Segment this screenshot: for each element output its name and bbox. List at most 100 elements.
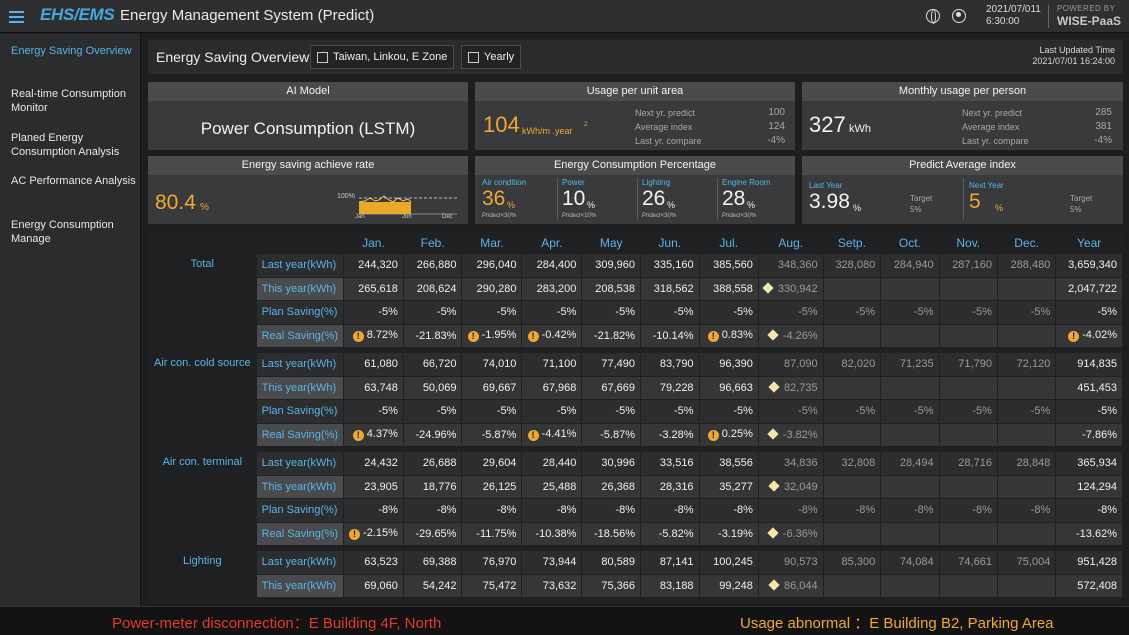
table-cell: 335,160	[640, 254, 699, 277]
row-label[interactable]: This year(kWh)	[256, 376, 344, 399]
cell-value: 66,720	[422, 358, 457, 371]
last-year-label: Last Year	[809, 181, 843, 190]
cell-value: 26,125	[482, 480, 517, 493]
menu-icon[interactable]	[0, 0, 33, 33]
table-header-row: Jan. Feb. Mar. Apr. May Jun. Jul. Aug. Setp. Oct.…	[149, 232, 1122, 253]
column-header: Year	[1077, 235, 1102, 250]
warning-icon: !	[352, 430, 364, 442]
category-note: Pridect<30%	[482, 213, 517, 219]
x-label-jan: Jan	[355, 214, 365, 220]
last-year-value: 3.98	[809, 190, 850, 213]
table-cell	[997, 475, 1056, 498]
divider	[557, 178, 558, 220]
sidebar: Energy Saving Overview Real-time Consump…	[0, 34, 141, 606]
row-label[interactable]: Real Saving(%)	[256, 522, 344, 545]
table-cell: 24,432	[344, 452, 403, 475]
table-cell: 309,960	[582, 254, 640, 277]
sidebar-item-realtime-monitor[interactable]: Real-time Consumption Monitor	[11, 88, 126, 114]
cell-value: -8%	[914, 504, 934, 517]
cell-value: -5%	[378, 306, 398, 319]
table-cell: -8%	[582, 499, 640, 522]
sidebar-item-energy-saving-overview[interactable]: Energy Saving Overview	[11, 45, 132, 57]
cell-value: 73,632	[542, 579, 577, 592]
cell-value: -10.38%	[535, 527, 577, 540]
table-cell	[823, 277, 881, 300]
table-cell: 63,523	[344, 551, 403, 574]
table-cell: 61,080	[344, 353, 403, 376]
cell-value: -3.82%	[782, 428, 818, 441]
cell-value: 451,453	[1077, 381, 1117, 394]
row-label[interactable]: This year(kWh)	[256, 277, 344, 300]
table-cell: 69,388	[403, 551, 462, 574]
cell-value: 287,160	[952, 259, 992, 272]
cell-value: 284,400	[536, 259, 577, 272]
cell-value: 32,049	[784, 480, 818, 493]
user-icon[interactable]	[952, 9, 966, 23]
table-cell: 287,160	[939, 254, 997, 277]
label-header	[257, 232, 343, 253]
row-label[interactable]: This year(kWh)	[256, 574, 344, 597]
sidebar-item-consumption-manage[interactable]: Energy Consumption Manage	[11, 219, 114, 245]
metric-label: Last yr. compare	[962, 136, 1029, 146]
table-cell: 79,228	[640, 376, 699, 399]
cell-value: -5%	[615, 405, 635, 418]
table-cell: 318,562	[640, 277, 699, 300]
table-cell	[823, 423, 881, 446]
row-label[interactable]: Plan Saving(%)	[256, 400, 344, 423]
category-label: Power	[562, 178, 585, 187]
cell-value: 244,320	[358, 259, 398, 272]
location-selector[interactable]: Taiwan, Linkou, E Zone	[310, 45, 455, 69]
globe-icon[interactable]	[926, 9, 940, 24]
cell-value: -5%	[855, 405, 876, 418]
table-cell: -5%	[522, 301, 582, 324]
cell-value: 266,880	[416, 259, 457, 272]
alert-disconnection[interactable]: Power-meter disconnection：E Building 4F,…	[112, 615, 442, 632]
table-cell: 71,100	[522, 353, 582, 376]
table-cell: 283,200	[522, 277, 582, 300]
cell-value: -8%	[798, 504, 818, 517]
sidebar-item-planned-analysis[interactable]: Planed Energy Consumption Analysis	[11, 132, 120, 158]
table-cell: 82,735	[758, 376, 823, 399]
cell-value: 29,604	[482, 457, 517, 470]
table-cell: 75,472	[462, 574, 522, 597]
row-label[interactable]: Last year(kWh)	[256, 452, 344, 475]
row-label[interactable]: Real Saving(%)	[256, 324, 344, 347]
cell-value: 290,280	[476, 282, 517, 295]
row-label[interactable]: Last year(kWh)	[256, 254, 344, 277]
alert-usage-abnormal[interactable]: Usage abnormal ：E Building B2, Parking A…	[740, 615, 1054, 632]
table-cell: 67,669	[582, 376, 640, 399]
table-cell: -5%	[403, 301, 462, 324]
cell-value: 348,360	[777, 259, 818, 272]
row-label[interactable]: Real Saving(%)	[256, 423, 344, 446]
table-cell	[939, 475, 997, 498]
row-label[interactable]: This year(kWh)	[256, 475, 344, 498]
table-row: Real Saving(%)! 4.37% -24.96% -5.87%! -4.41%…	[149, 423, 1122, 446]
period-selector[interactable]: Yearly	[461, 45, 522, 69]
table-row: Total Last year(kWh) 244,320 266,880 296,040…	[149, 254, 1122, 347]
ai-model-value: Power Consumption (LSTM)	[200, 119, 416, 138]
row-label[interactable]: Plan Saving(%)	[256, 499, 344, 522]
table-cell: 34,836	[758, 452, 823, 475]
metric-value: -4%	[1094, 135, 1112, 146]
metric-label: Next yr. predict	[635, 108, 696, 118]
row-label[interactable]: Last year(kWh)	[256, 353, 344, 376]
column-header: Aug.	[778, 235, 804, 250]
table-cell: 572,408	[1056, 574, 1122, 597]
card-title: Predict Average index	[802, 156, 1123, 175]
table-cell: -13.62%	[1056, 522, 1122, 545]
row-label[interactable]: Plan Saving(%)	[256, 301, 344, 324]
table-cell: 330,942	[758, 277, 823, 300]
monthly-person-value: 327	[809, 112, 846, 137]
table-cell: -5%	[403, 400, 462, 423]
row-label[interactable]: Last year(kWh)	[256, 551, 344, 574]
cell-value: 63,748	[364, 381, 398, 394]
table-cell: -18.56%	[582, 522, 640, 545]
sidebar-item-ac-performance[interactable]: AC Performance Analysis	[11, 175, 136, 187]
calendar-icon	[468, 52, 479, 63]
table-cell: -7.86%	[1056, 423, 1122, 446]
prediction-marker-icon	[767, 527, 779, 539]
table-cell: 83,790	[640, 353, 699, 376]
datetime: 2021/07/011 6:30:00	[986, 4, 1041, 28]
cell-value: -6.36%	[782, 527, 818, 540]
category-unit: %	[747, 200, 756, 210]
